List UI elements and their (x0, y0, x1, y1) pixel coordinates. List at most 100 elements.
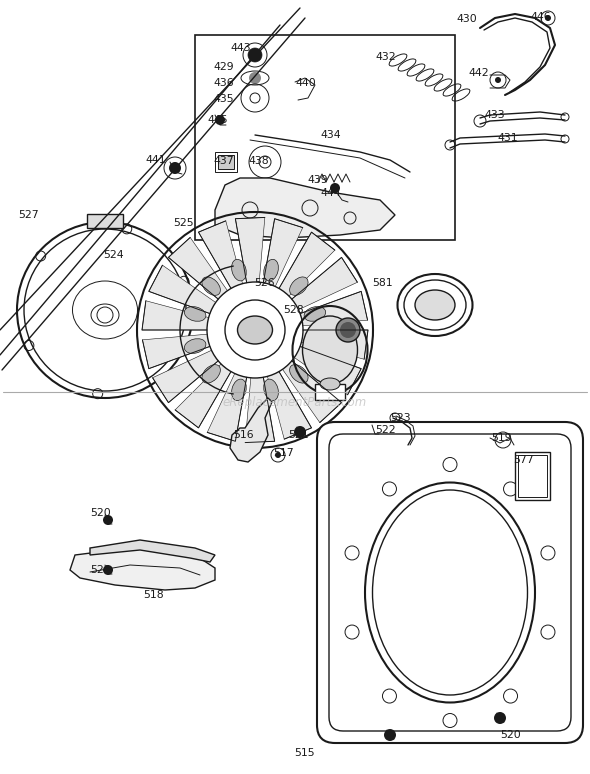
Text: 525: 525 (173, 218, 194, 228)
Polygon shape (142, 334, 210, 368)
Bar (218, 155, 234, 169)
Polygon shape (235, 217, 265, 283)
Polygon shape (294, 347, 361, 395)
Ellipse shape (184, 307, 206, 321)
Polygon shape (215, 178, 395, 238)
Polygon shape (267, 372, 312, 439)
Bar (195, 35, 455, 240)
Polygon shape (283, 361, 342, 423)
Text: 442: 442 (468, 68, 489, 78)
Circle shape (545, 15, 551, 21)
Circle shape (103, 515, 113, 525)
Circle shape (294, 426, 306, 438)
Circle shape (103, 565, 113, 575)
Circle shape (384, 729, 396, 741)
Polygon shape (90, 540, 215, 562)
Text: 517: 517 (273, 448, 294, 458)
Circle shape (494, 712, 506, 724)
Ellipse shape (290, 365, 308, 383)
Text: 444: 444 (320, 188, 340, 198)
FancyBboxPatch shape (329, 434, 571, 731)
Ellipse shape (202, 365, 221, 383)
Ellipse shape (238, 316, 273, 344)
Text: 439: 439 (307, 175, 327, 185)
Polygon shape (301, 330, 368, 359)
Bar (215, 152, 237, 172)
Text: 430: 430 (456, 14, 477, 24)
Polygon shape (198, 221, 242, 289)
Text: 432: 432 (375, 52, 396, 62)
Text: 438: 438 (248, 156, 268, 166)
Bar (315, 384, 345, 400)
Ellipse shape (264, 259, 278, 281)
Circle shape (249, 72, 261, 84)
Text: 434: 434 (320, 130, 340, 140)
Text: 516: 516 (233, 430, 254, 440)
Circle shape (275, 452, 281, 458)
Text: 437: 437 (213, 156, 234, 166)
Text: 520: 520 (500, 730, 521, 740)
Polygon shape (142, 301, 209, 330)
Polygon shape (70, 548, 215, 590)
Polygon shape (245, 377, 274, 443)
Text: 436: 436 (213, 78, 234, 88)
Polygon shape (263, 219, 303, 286)
Text: eReplacementParts.com: eReplacementParts.com (223, 396, 367, 409)
Text: 520: 520 (90, 508, 111, 518)
Ellipse shape (202, 277, 221, 296)
Polygon shape (149, 265, 216, 313)
Bar (515, 452, 550, 500)
Polygon shape (153, 351, 218, 402)
Text: 443: 443 (230, 43, 251, 53)
Text: 446: 446 (530, 12, 550, 22)
Ellipse shape (290, 277, 308, 296)
Text: 441: 441 (145, 155, 166, 165)
Circle shape (340, 322, 356, 338)
Polygon shape (230, 398, 272, 462)
Polygon shape (292, 258, 358, 310)
Circle shape (215, 115, 225, 125)
Text: 433: 433 (484, 110, 504, 120)
Ellipse shape (232, 379, 246, 401)
Text: 528: 528 (283, 305, 304, 315)
Text: 435: 435 (213, 94, 234, 104)
Circle shape (169, 162, 181, 174)
Text: 445: 445 (207, 115, 228, 125)
Text: 524: 524 (103, 250, 124, 260)
Text: 523: 523 (390, 413, 411, 423)
Text: 521: 521 (288, 430, 309, 440)
Ellipse shape (415, 290, 455, 320)
Ellipse shape (320, 378, 340, 390)
Polygon shape (207, 374, 247, 441)
Circle shape (207, 282, 303, 378)
Bar (518, 455, 547, 497)
Polygon shape (175, 364, 231, 428)
Text: 440: 440 (295, 78, 316, 88)
Circle shape (336, 318, 360, 342)
Ellipse shape (304, 339, 326, 354)
Bar (87, 214, 123, 228)
Text: 431: 431 (497, 133, 517, 143)
Text: 581: 581 (372, 278, 392, 288)
Polygon shape (279, 232, 335, 296)
Text: 527: 527 (18, 210, 38, 220)
Ellipse shape (232, 259, 246, 281)
Ellipse shape (304, 307, 326, 321)
Ellipse shape (184, 339, 206, 354)
Circle shape (495, 77, 501, 83)
Text: 520: 520 (90, 565, 111, 575)
Polygon shape (168, 238, 228, 299)
FancyBboxPatch shape (317, 422, 583, 743)
Text: 522: 522 (375, 425, 396, 435)
Circle shape (330, 183, 340, 193)
Polygon shape (300, 291, 368, 326)
Text: 526: 526 (254, 278, 274, 288)
Text: 515: 515 (294, 748, 314, 758)
Text: 429: 429 (213, 62, 234, 72)
Text: 518: 518 (143, 590, 163, 600)
Circle shape (369, 424, 381, 436)
Circle shape (248, 48, 262, 62)
Ellipse shape (303, 316, 358, 384)
Text: 577: 577 (513, 455, 533, 465)
Ellipse shape (264, 379, 278, 401)
